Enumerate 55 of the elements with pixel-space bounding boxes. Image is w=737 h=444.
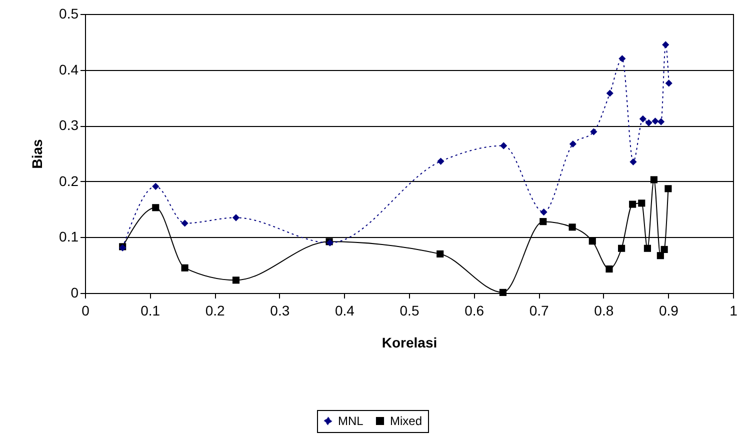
point [664,185,672,192]
point [568,224,576,231]
point [500,142,508,150]
x-tick-label: 0.8 [594,302,614,318]
y-tick-label: 0.3 [59,117,79,134]
y-tick-label: 0.5 [59,6,79,22]
legend-label: MNL [338,414,364,428]
x-tick-label: 0.5 [400,302,420,318]
x-tick-label: 0.3 [270,302,290,318]
point [660,246,668,254]
point [638,200,646,207]
y-tick-label: 0.2 [59,172,79,189]
point [650,176,658,184]
point [232,214,240,222]
point [588,238,596,245]
point [606,90,614,97]
point [645,119,652,126]
point [540,208,548,216]
point [152,182,160,190]
point [629,200,636,208]
point [656,252,664,260]
point [644,244,651,252]
point [232,276,240,284]
x-axis-title: Korelasi [382,334,438,350]
point [569,140,576,148]
x-tick-label: 0.1 [140,302,160,318]
y-axis-title: Bias [29,139,46,169]
point [618,55,626,62]
x-tick-label: 0.2 [205,302,226,318]
point [499,288,506,296]
x-tick-label: 0.4 [334,302,355,318]
point [152,204,160,212]
x-tick-label: 0.9 [658,302,679,318]
point [630,158,637,166]
x-tick-label: 1 [730,302,737,318]
point [181,264,188,272]
y-tick-label: 0.4 [59,61,79,78]
point [590,128,598,136]
point [181,220,188,227]
y-tick-label: 0 [70,284,79,300]
point [436,250,444,258]
x-tick-label: 0.7 [529,302,550,318]
point [437,158,444,165]
point [658,118,665,126]
point [665,80,672,87]
point [540,218,547,226]
point [652,118,659,125]
point [639,115,646,122]
point [606,265,613,273]
y-tick-label: 0.1 [59,228,79,245]
point [662,41,670,48]
x-tick-label: 0.6 [464,302,484,318]
x-tick-label: 0 [82,302,90,318]
point [618,244,626,252]
legend-label: Mixed [390,414,422,428]
